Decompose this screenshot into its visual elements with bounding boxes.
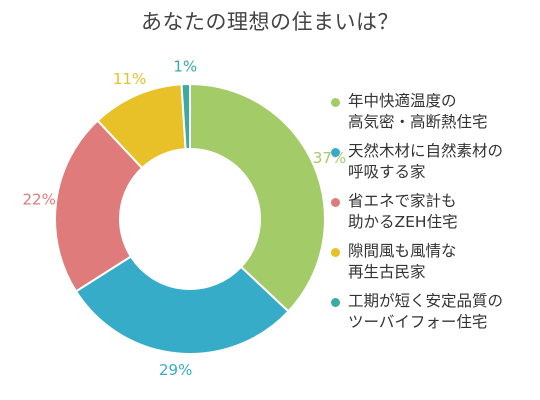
legend-item-1: 年中快適温度の 高気密・高断熱住宅 (331, 91, 536, 133)
legend-item-4: 隙間風も風情な 再生古民家 (331, 241, 536, 283)
donut-slice-3 (54, 119, 144, 293)
legend-item-5: 工期が短く安定品質の ツーバイフォー住宅 (331, 291, 536, 333)
slice-percent-label-2: 29% (159, 361, 192, 379)
slice-percent-label-3: 22% (23, 190, 56, 208)
legend-marker-icon (331, 98, 340, 107)
donut-slice-5 (180, 82, 191, 151)
legend: 年中快適温度の 高気密・高断熱住宅 天然木材に自然素材の 呼吸する家 省エネで家計も… (331, 91, 536, 341)
legend-marker-icon (331, 248, 340, 257)
legend-label: 隙間風も風情な 再生古民家 (348, 242, 457, 281)
legend-label: 天然木材に自然素材の 呼吸する家 (348, 142, 504, 181)
legend-marker-icon (331, 198, 340, 207)
chart-title: あなたの理想の住まいは？ (141, 10, 399, 34)
legend-marker-icon (331, 148, 340, 157)
slice-percent-label-5: 1% (173, 58, 197, 76)
legend-label: 工期が短く安定品質の ツーバイフォー住宅 (348, 292, 504, 331)
donut-slice-2 (74, 255, 290, 355)
donut-slice-1 (189, 82, 326, 313)
slice-percent-label-4: 11% (113, 70, 146, 88)
legend-item-3: 省エネで家計も 助かるZEH住宅 (331, 191, 536, 233)
legend-item-2: 天然木材に自然素材の 呼吸する家 (331, 141, 536, 183)
legend-label: 年中快適温度の 高気密・高断熱住宅 (348, 92, 488, 131)
legend-label: 省エネで家計も 助かるZEH住宅 (348, 192, 458, 231)
legend-marker-icon (331, 298, 340, 307)
